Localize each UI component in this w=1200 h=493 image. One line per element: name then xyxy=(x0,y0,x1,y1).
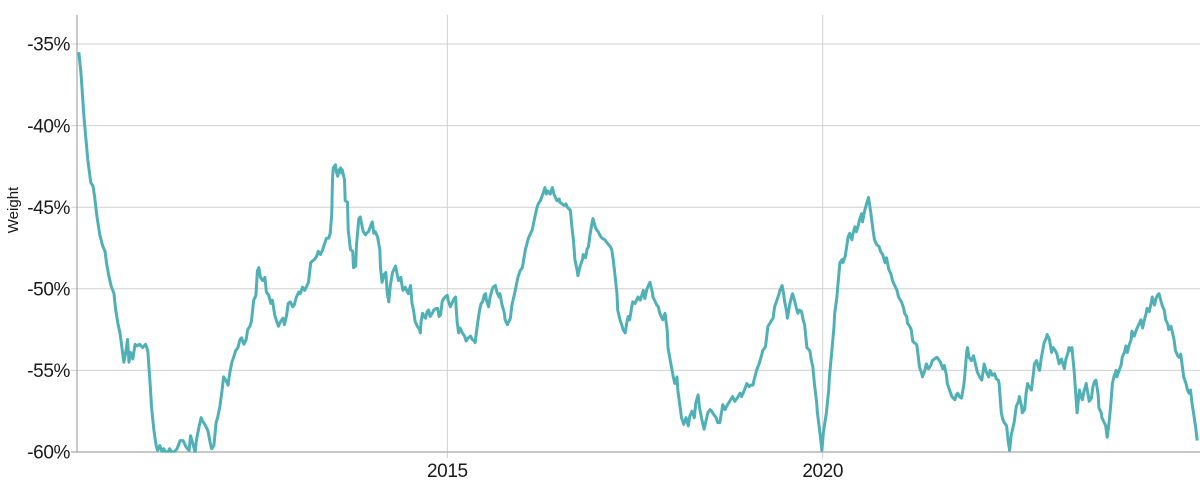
y-tick-label: -45% xyxy=(27,198,70,219)
axis-lines xyxy=(71,15,1200,453)
y-tick-label: -35% xyxy=(27,35,70,56)
series-line-group xyxy=(77,52,1199,453)
x-tick-label: 2015 xyxy=(427,461,468,482)
y-tick-label: -60% xyxy=(27,443,70,464)
y-tick-label: -55% xyxy=(27,361,70,382)
y-tick-labels: -35% -40% -45% -50% -55% -60% xyxy=(27,35,71,464)
y-tick-label: -50% xyxy=(27,279,70,300)
x-tick-labels: 2015 2020 xyxy=(427,461,843,482)
gridlines xyxy=(71,15,1200,458)
y-axis-title: Weight xyxy=(5,186,22,233)
y-tick-label: -40% xyxy=(27,116,70,137)
x-tick-label: 2020 xyxy=(802,461,843,482)
weight-series-line xyxy=(77,52,1199,453)
